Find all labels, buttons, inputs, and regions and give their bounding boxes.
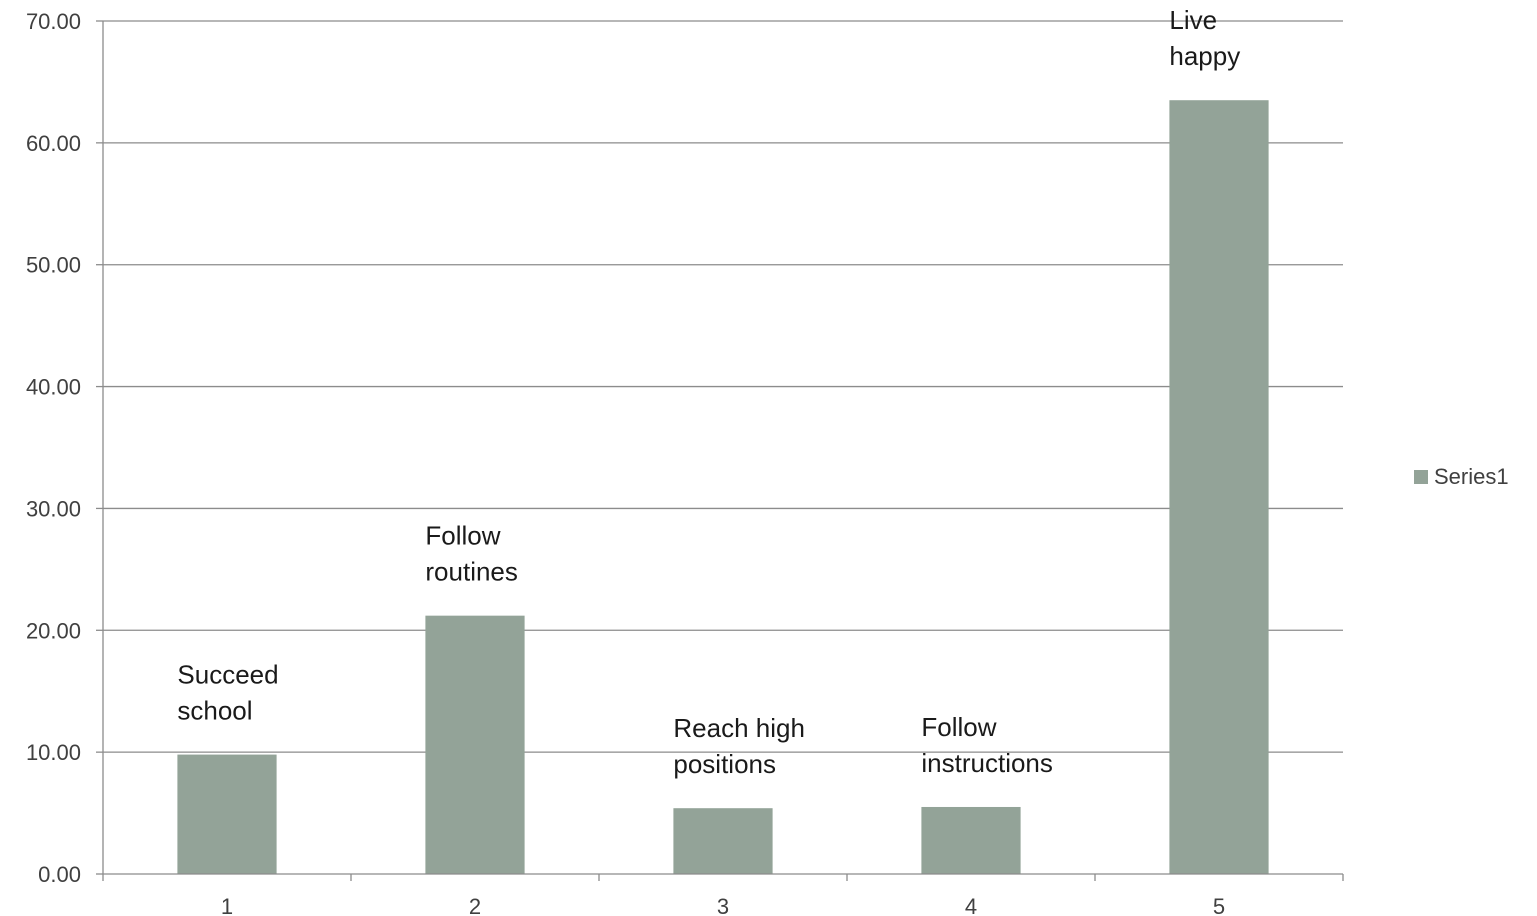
- y-tick-label: 70.00: [26, 9, 81, 34]
- y-tick-label: 30.00: [26, 496, 81, 521]
- bar: [1169, 100, 1269, 874]
- x-tick-label: 5: [1213, 894, 1225, 916]
- bar-annotation: school: [177, 696, 252, 726]
- legend-swatch: [1414, 470, 1428, 484]
- x-tick-label: 1: [221, 894, 233, 916]
- bar: [673, 808, 773, 874]
- bar-annotations: Succeed school Follow routines Reach high pos…: [177, 5, 1240, 779]
- y-tick-label: 60.00: [26, 131, 81, 156]
- x-tick-label: 4: [965, 894, 977, 916]
- bar-annotation: Follow: [425, 521, 500, 551]
- x-tick-label: 2: [469, 894, 481, 916]
- bar-annotation: Follow: [921, 712, 996, 742]
- bar-annotation: happy: [1169, 41, 1240, 71]
- bar-annotation: instructions: [921, 748, 1053, 778]
- x-tick-label: 3: [717, 894, 729, 916]
- bar-annotation: Live: [1169, 5, 1217, 35]
- y-tick-label: 20.00: [26, 618, 81, 643]
- y-tick-label: 0.00: [38, 862, 81, 887]
- bar-annotation: Reach high: [673, 713, 805, 743]
- bar-annotation: positions: [673, 749, 776, 779]
- bar: [921, 806, 1021, 874]
- x-tick-labels: 1 2 3 4 5: [221, 894, 1225, 916]
- gridlines: [96, 20, 1344, 881]
- axes: [102, 21, 1343, 875]
- legend-label: Series1: [1434, 464, 1509, 489]
- bar-annotation: routines: [425, 557, 518, 587]
- bars: [177, 100, 1269, 874]
- bar: [177, 754, 277, 874]
- y-tick-label: 50.00: [26, 253, 81, 278]
- bar: [425, 615, 525, 874]
- y-tick-labels: 0.00 10.00 20.00 30.00 40.00 50.00 60.00 70.00: [26, 9, 81, 887]
- y-tick-label: 40.00: [26, 375, 81, 400]
- y-tick-label: 10.00: [26, 740, 81, 765]
- bar-annotation: Succeed: [177, 660, 278, 690]
- legend: Series1: [1414, 464, 1509, 489]
